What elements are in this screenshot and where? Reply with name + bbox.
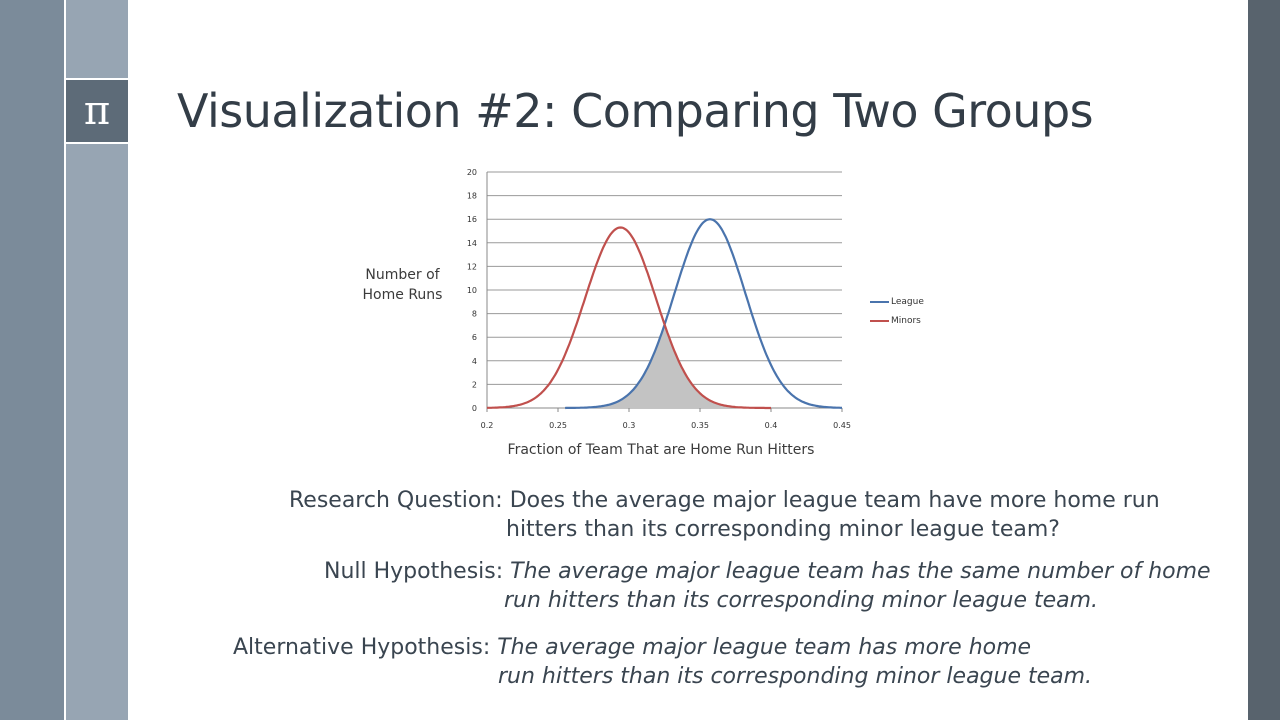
research-question-label: Research Question: <box>289 488 510 513</box>
alternative-hypothesis-line2-text: run hitters than its corresponding minor… <box>498 664 1093 689</box>
y-axis-label-text: Number of Home Runs <box>362 267 443 303</box>
y-tick-label: 8 <box>472 310 477 319</box>
alternative-hypothesis-label: Alternative Hypothesis: <box>233 635 498 660</box>
series-minors-line <box>487 226 771 410</box>
x-tick-label: 0.2 <box>481 421 494 430</box>
y-tick-label: 0 <box>472 404 477 413</box>
alternative-hypothesis: Alternative Hypothesis: The average majo… <box>233 635 1031 660</box>
right-decor-bar <box>1248 0 1280 720</box>
legend-label-league: League <box>891 297 924 307</box>
alternative-hypothesis-line1: The average major league team has more h… <box>497 635 1032 660</box>
x-tick-label: 0.45 <box>833 421 851 430</box>
y-tick-label: 10 <box>467 286 477 295</box>
x-axis-label: Fraction of Team That are Home Run Hitte… <box>507 442 815 458</box>
x-tick-label: 0.3 <box>623 421 636 430</box>
null-hypothesis: Null Hypothesis: The average major leagu… <box>324 559 1211 584</box>
overlap-shaded-area <box>572 324 771 408</box>
left-decor-bar <box>0 0 64 720</box>
x-tick-label: 0.4 <box>765 421 778 430</box>
x-tick-label: 0.25 <box>549 421 567 430</box>
null-hypothesis-line2-text: run hitters than its corresponding minor… <box>504 588 1099 613</box>
y-tick-label: 12 <box>467 262 477 271</box>
research-question-line1: Does the average major league team have … <box>509 488 1160 513</box>
y-axis-label: Number of Home Runs <box>350 265 455 305</box>
legend-swatch-league <box>870 301 889 303</box>
y-tick-label: 16 <box>467 215 477 224</box>
null-hypothesis-line1: The average major league team has the sa… <box>510 559 1211 584</box>
research-question-line2: hitters than its corresponding minor lea… <box>506 517 1060 542</box>
y-tick-label: 2 <box>472 380 477 389</box>
logo-symbol: π <box>83 88 111 134</box>
research-question: Research Question: Does the average majo… <box>289 488 1160 513</box>
x-tick-label: 0.35 <box>691 421 709 430</box>
legend-item-league: League <box>870 297 924 307</box>
alternative-hypothesis-line2: run hitters than its corresponding minor… <box>498 664 1092 689</box>
legend-swatch-minors <box>870 320 889 322</box>
y-tick-label: 18 <box>467 192 477 201</box>
y-tick-label: 20 <box>467 168 477 177</box>
null-hypothesis-line2: run hitters than its corresponding minor… <box>504 588 1098 613</box>
slide-title: Visualization #2: Comparing Two Groups <box>177 84 1094 138</box>
y-tick-label: 4 <box>472 357 477 366</box>
y-tick-label: 6 <box>472 333 477 342</box>
series-league-line <box>565 218 842 410</box>
null-hypothesis-label: Null Hypothesis: <box>324 559 511 584</box>
legend-item-minors: Minors <box>870 316 921 326</box>
y-tick-label: 14 <box>467 239 477 248</box>
pi-icon: π <box>66 78 128 144</box>
legend-label-minors: Minors <box>891 316 921 326</box>
